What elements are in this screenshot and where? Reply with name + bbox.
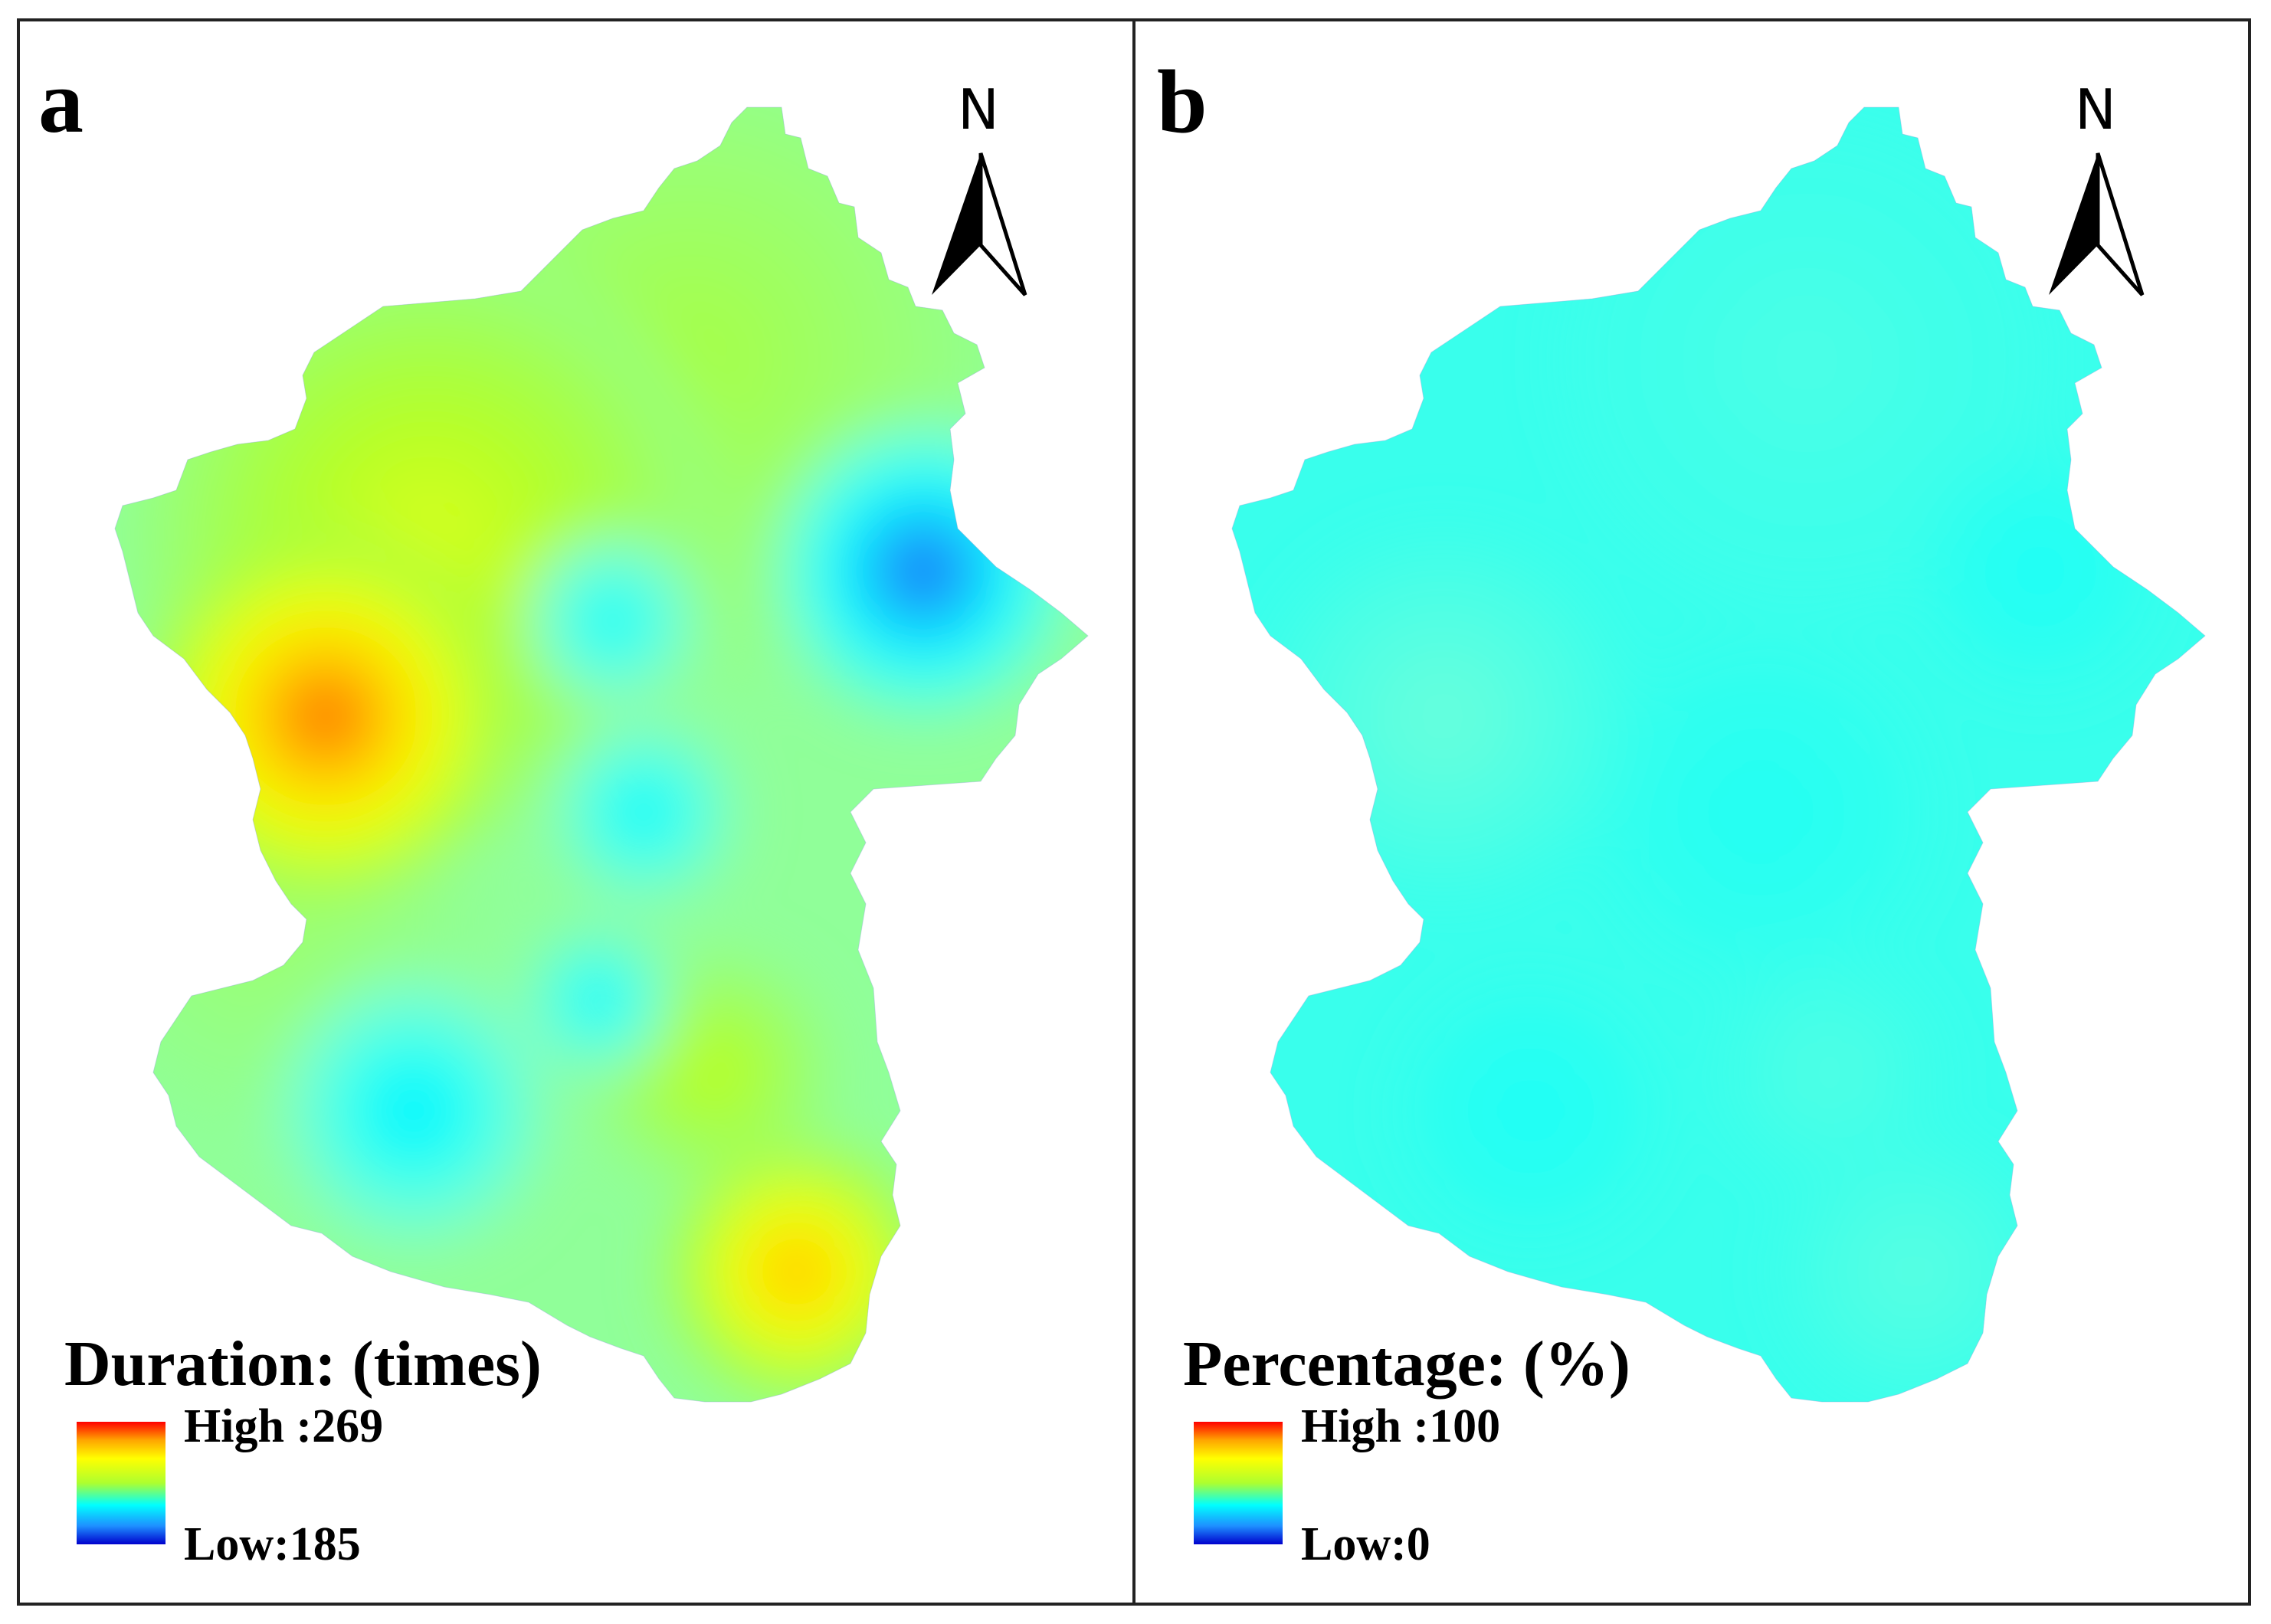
field-hotspot-center (628, 797, 659, 827)
field-hotspot-south-center (1811, 1054, 1848, 1091)
field-hotspot-southeast (1891, 1249, 1937, 1295)
panel-label-b: b (1157, 51, 1208, 152)
north-label-a: N (958, 77, 999, 142)
panel-label-a: a (38, 51, 84, 152)
field-hotspot-west-center (1412, 686, 1473, 747)
legend-b: Percentage: (%) High :100 Low:0 (1183, 1328, 1630, 1570)
north-arrow-b: N (2049, 77, 2145, 296)
north-arrow-light-half (978, 152, 1027, 296)
field-hotspot-southwest (391, 1088, 437, 1134)
field-hotspot-southeast (775, 1250, 818, 1293)
field-hotspot-south-center (693, 1053, 732, 1092)
north-arrow-dark-half (2049, 153, 2098, 295)
legend-a: Duration: (times) High :269 Low:185 (64, 1328, 542, 1570)
field-hotspot-center (1732, 783, 1790, 841)
legend-title-a: Duration: (times) (64, 1328, 542, 1400)
field-hotspot-center-lower (585, 987, 610, 1012)
field-hotspot-east-center (899, 546, 948, 595)
field-hotspot-west-center (295, 686, 356, 747)
legend-colorbar-a (77, 1422, 165, 1544)
legend-title-b: Percentage: (%) (1183, 1328, 1630, 1400)
legend-low-a: Low:185 (184, 1518, 361, 1570)
field-hotspot-center-upper (598, 606, 628, 635)
north-arrow-a: N (932, 77, 1027, 296)
legend-colorbar-b (1194, 1422, 1283, 1544)
legend-high-a: High :269 (184, 1400, 383, 1452)
panel-b-border (1132, 18, 2251, 1606)
north-arrow-light-half (2096, 152, 2145, 296)
panel-b: b N Percentage: (%) High :100 Low:0 (1157, 51, 2206, 1570)
field-hotspot-east-center (2020, 550, 2061, 591)
panel-a: a N Duration: (times) High :269 Low:185 (38, 51, 1089, 1570)
north-arrow-dark-half (932, 153, 981, 295)
legend-low-b: Low:0 (1301, 1518, 1430, 1570)
field-hotspot-north-center (1765, 319, 1848, 401)
field-hotspot-southwest (1508, 1088, 1554, 1134)
legend-high-b: High :100 (1301, 1400, 1500, 1452)
north-label-b: N (2075, 77, 2116, 142)
